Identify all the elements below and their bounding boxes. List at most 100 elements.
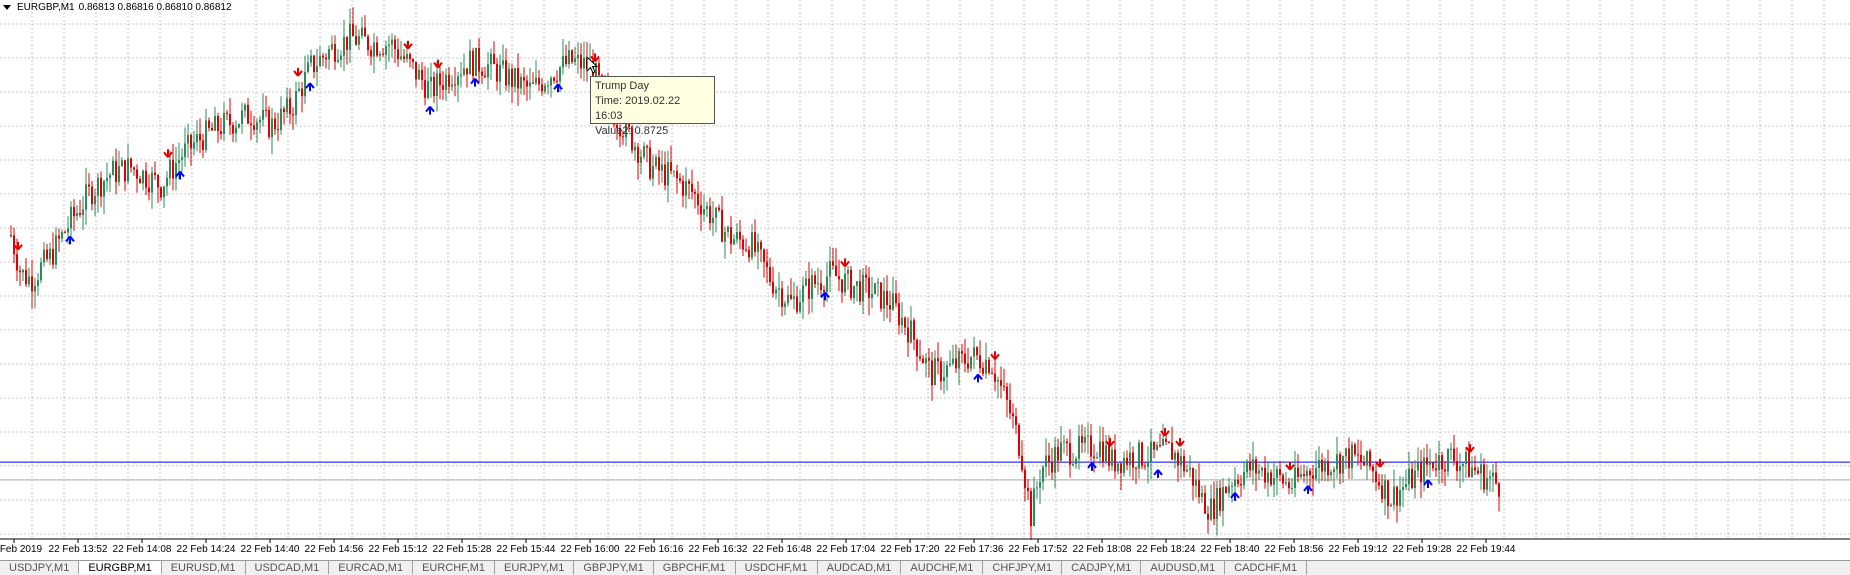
candle-bull: [169, 159, 171, 178]
candle-bear: [1327, 461, 1329, 476]
candle-bull: [118, 166, 120, 182]
candle-bull: [391, 39, 393, 45]
candle-bull: [1492, 472, 1494, 477]
candle-bull: [712, 217, 714, 223]
candle-bull: [55, 235, 57, 265]
candle-bull: [559, 67, 561, 82]
candle-bull: [1393, 486, 1395, 505]
candle-bull: [1273, 478, 1275, 485]
chart-tab[interactable]: EURJPY,M1: [495, 561, 575, 574]
candle-bear: [352, 23, 354, 37]
chart-tab[interactable]: AUDCAD,M1: [818, 561, 902, 574]
time-tick-label: 22 Feb 17:04: [817, 544, 876, 555]
candle-bear: [1120, 463, 1122, 473]
chart-tab[interactable]: GBPJPY,M1: [574, 561, 654, 574]
candle-bear: [1066, 441, 1068, 444]
candle-bear: [1498, 483, 1500, 497]
chart-tab[interactable]: EURUSD,M1: [162, 561, 246, 574]
collapse-triangle-icon[interactable]: [3, 4, 11, 10]
candle-bull: [373, 42, 375, 57]
candle-bull: [1189, 467, 1191, 470]
candle-bear: [322, 55, 324, 58]
candle-bear: [160, 187, 162, 198]
chart-tab[interactable]: EURCAD,M1: [329, 561, 414, 574]
candle-bull: [166, 177, 168, 187]
candle-bull: [193, 142, 195, 149]
time-tick-label: 22 Feb 16:32: [689, 544, 748, 555]
candle-bull: [418, 69, 420, 80]
candle-bear: [850, 269, 852, 298]
candle-bear: [382, 53, 384, 55]
sell-arrow-icon: [1175, 438, 1185, 447]
candle-bear: [199, 133, 201, 141]
candle-bull: [1408, 468, 1410, 485]
candle-bear: [721, 209, 723, 242]
chart-tab[interactable]: EURGBP,M1: [79, 561, 162, 574]
candle-bear: [967, 363, 969, 369]
candle-bear: [1297, 467, 1299, 477]
signal-arrows: [13, 40, 1475, 501]
candle-bear: [676, 170, 678, 179]
candle-bear: [1435, 468, 1437, 471]
candle-bull: [1045, 455, 1047, 467]
candle-bear: [760, 241, 762, 250]
candle-bull: [304, 71, 306, 97]
chart-tab[interactable]: CADCHF,M1: [1225, 561, 1308, 574]
chart-tab[interactable]: CADJPY,M1: [1062, 561, 1142, 574]
candle-bull: [244, 104, 246, 111]
candle-bear: [532, 82, 534, 84]
chart-tab[interactable]: USDCAD,M1: [246, 561, 330, 574]
chart-tab[interactable]: CHFJPY,M1: [983, 561, 1063, 574]
sell-arrow-icon: [163, 149, 173, 158]
candle-bull: [1390, 504, 1392, 507]
chart-tab[interactable]: AUDUSD,M1: [1141, 561, 1226, 574]
candle-bear: [571, 50, 573, 62]
candle-bear: [820, 283, 822, 290]
candle-bear: [580, 54, 582, 69]
chart-tab[interactable]: USDCHF,M1: [736, 561, 818, 574]
candle-bear: [538, 77, 540, 85]
buy-arrow-icon: [425, 106, 435, 115]
candle-bear: [250, 123, 252, 126]
candle-bear: [1003, 385, 1005, 387]
buy-arrow-icon: [553, 83, 563, 93]
candle-bear: [1165, 438, 1167, 443]
candle-bear: [556, 80, 558, 82]
candle-bear: [697, 193, 699, 206]
candle-bear: [265, 109, 267, 111]
candle-bear: [742, 239, 744, 250]
candle-bull: [1099, 441, 1101, 458]
candle-bear: [289, 98, 291, 115]
chart-tab[interactable]: USDJPY,M1: [0, 561, 80, 574]
candle-bull: [640, 156, 642, 163]
candle-bear: [1483, 464, 1485, 490]
candle-bear: [937, 358, 939, 362]
candle-bull: [1147, 462, 1149, 467]
candle-bear: [928, 358, 930, 361]
candle-bull: [877, 282, 879, 284]
sell-arrow-icon: [293, 67, 303, 77]
candle-bull: [463, 68, 465, 75]
candle-bull: [1276, 469, 1278, 479]
candle-bear: [472, 50, 474, 76]
candle-bear: [1237, 479, 1239, 484]
price-chart[interactable]: 22 Feb 2019 22 Feb 13:52 22 Feb 14:08 22 Fe…: [0, 0, 1850, 558]
candle-bear: [1126, 457, 1128, 465]
candle-bull: [106, 178, 108, 182]
chart-tab[interactable]: EURCHF,M1: [413, 561, 496, 574]
grid: [0, 0, 1850, 539]
candle-bull: [502, 60, 504, 65]
chart-area[interactable]: 22 Feb 2019 22 Feb 13:52 22 Feb 14:08 22 Fe…: [0, 0, 1850, 555]
candle-bull: [775, 289, 777, 294]
candle-bull: [337, 59, 339, 62]
candle-bull: [214, 116, 216, 131]
candle-bear: [283, 108, 285, 113]
candle-bear: [412, 59, 414, 62]
time-tick-label: 22 Feb 14:56: [305, 544, 364, 555]
chart-tab[interactable]: AUDCHF,M1: [901, 561, 984, 574]
candle-bull: [1222, 487, 1224, 511]
chart-tab[interactable]: GBPCHF,M1: [654, 561, 736, 574]
candle-bull: [634, 146, 636, 151]
candle-bear: [1468, 452, 1470, 477]
candle-bear: [1153, 441, 1155, 450]
